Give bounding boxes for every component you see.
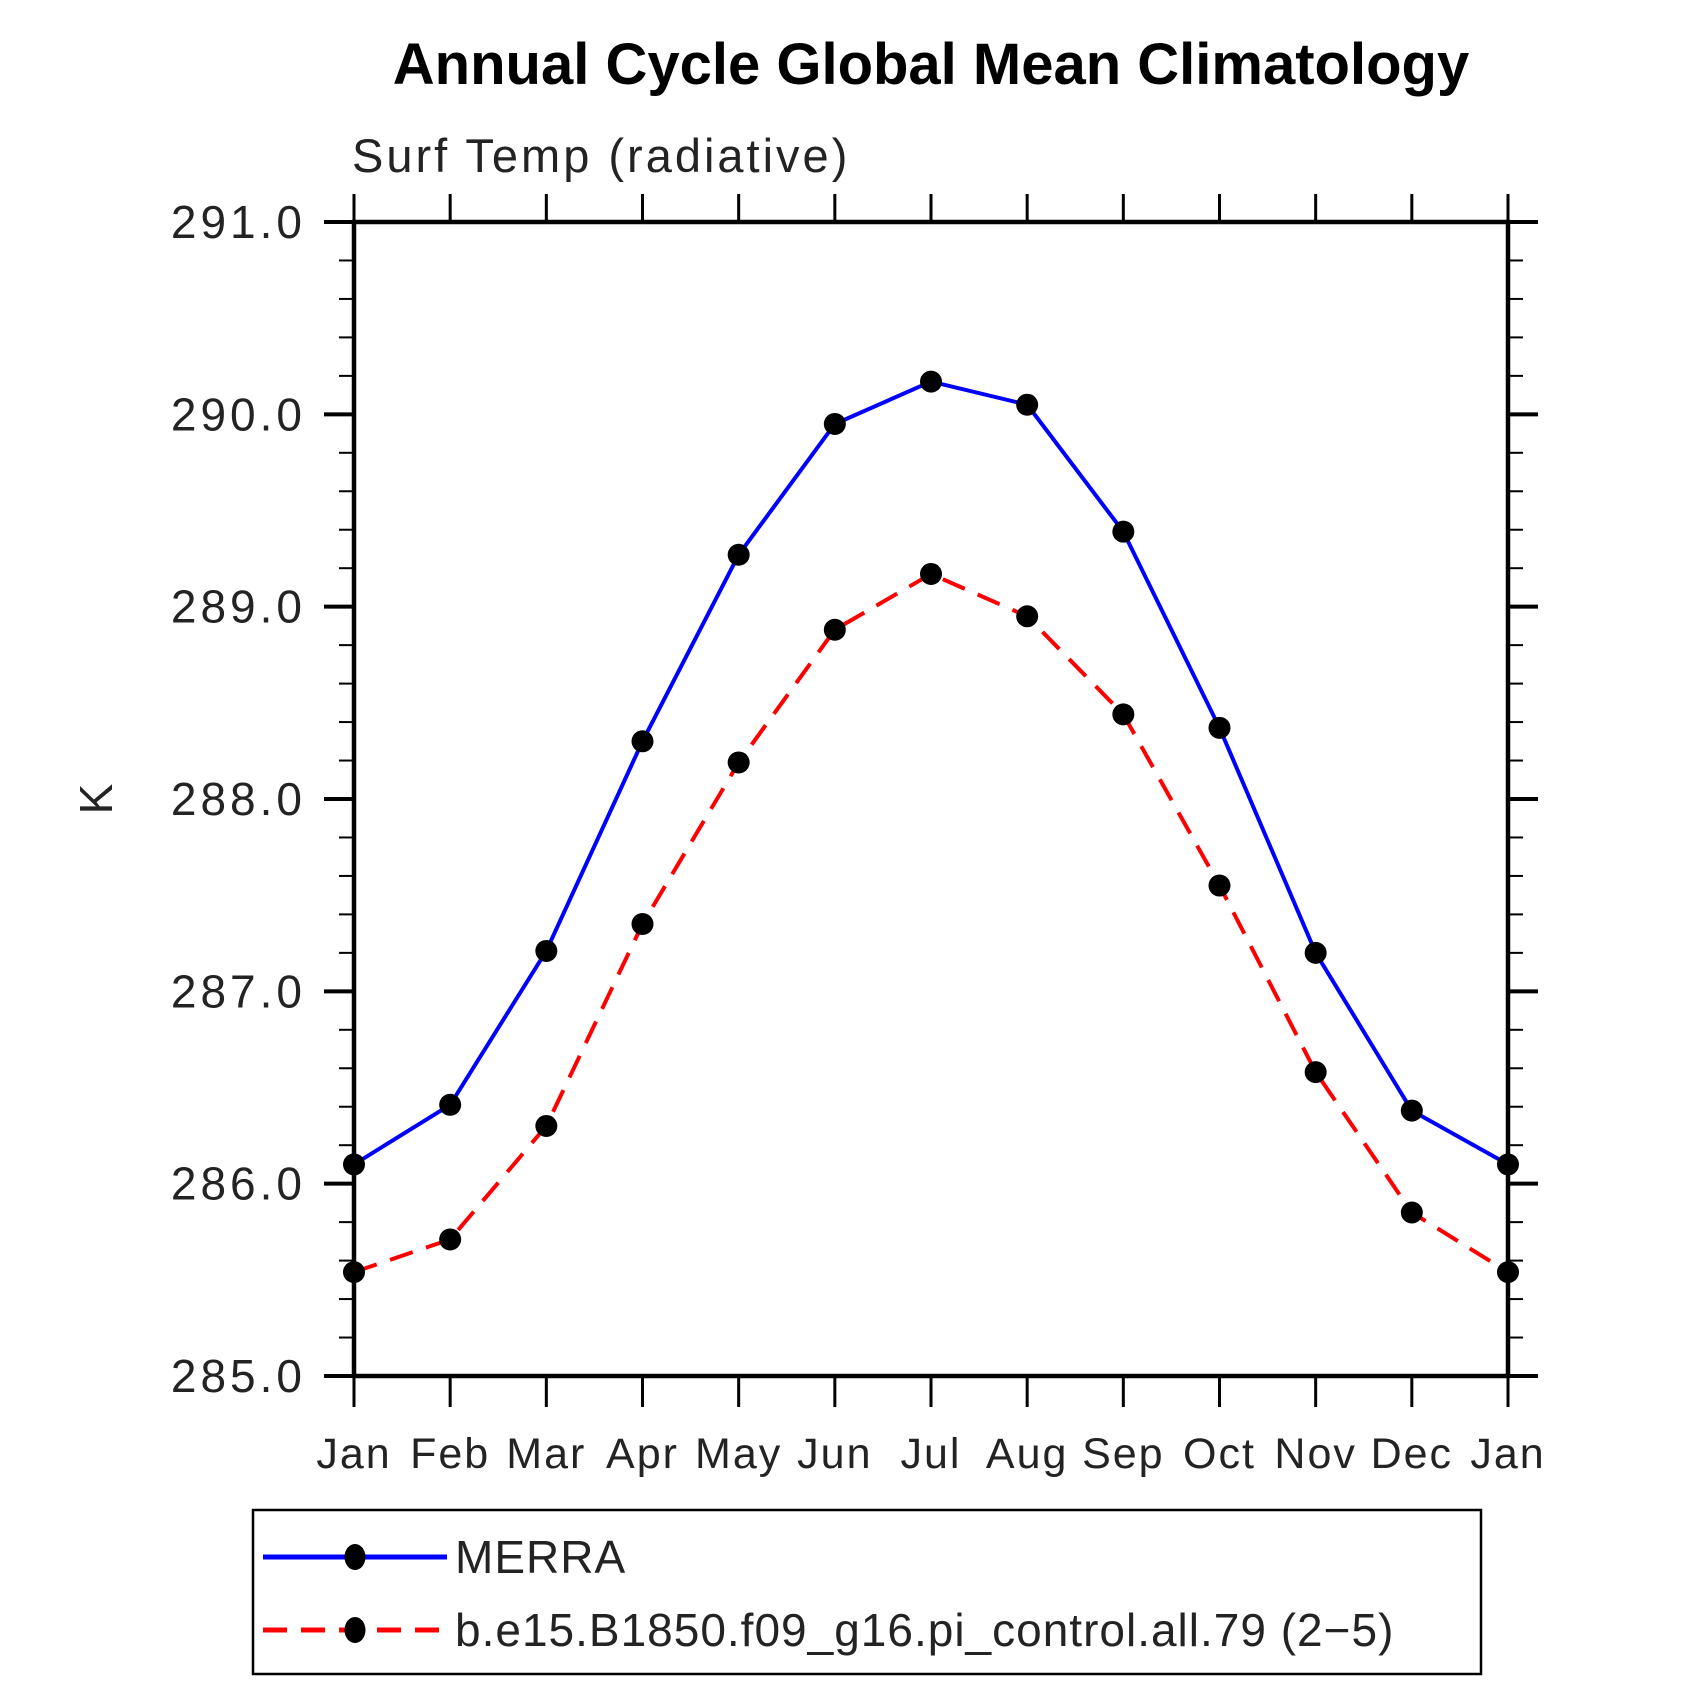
data-point-marker [1304,941,1327,964]
x-tick-label: Jan [1470,1430,1545,1478]
data-point-marker [1497,1153,1519,1176]
x-tick-label: Sep [1082,1430,1165,1478]
data-point-marker [631,730,654,753]
series-line-model [353,571,1510,1274]
x-tick-labels: Jan Feb Mar Apr May Jun Jul Aug Sep Oct Nov Dec Jan [316,1430,1545,1478]
series-line-merra [352,379,1509,1167]
x-tick-label: Aug [986,1430,1069,1478]
data-point-marker [1208,716,1231,739]
y-tick-label: 286.0 [171,1158,306,1210]
legend-label: MERRA [455,1531,626,1583]
data-point-marker [535,1114,558,1137]
data-point-marker [343,1261,365,1284]
x-tick-label: Oct [1183,1430,1256,1478]
x-tick-label: Jan [316,1430,391,1478]
data-point-marker [727,751,750,774]
x-tick-label: Nov [1274,1430,1356,1478]
data-point-marker [631,913,654,936]
y-tick-labels: 285.0 286.0 287.0 288.0 289.0 290.0 291.0 [171,196,306,1402]
x-tick-label: May [695,1430,782,1478]
data-point-marker [1016,605,1039,628]
y-tick-label: 291.0 [171,196,306,248]
data-point-marker [1016,393,1039,416]
x-tick-label: Jun [797,1430,872,1478]
x-tick-label: Apr [606,1430,679,1478]
legend-marker [344,1617,366,1643]
x-tick-label: Mar [506,1430,586,1478]
data-point-marker [1400,1099,1423,1122]
data-point-marker [727,543,750,566]
y-tick-label: 289.0 [171,581,306,633]
chart-subtitle: Surf Temp (radiative) [352,129,850,182]
legend-label: b.e15.B1850.f09_g16.pi_control.all.79 (2… [455,1604,1394,1656]
legend-marker [344,1544,366,1570]
y-axis-label: K [70,783,122,814]
x-tick-label: Dec [1371,1430,1453,1478]
axis-ticks [324,194,1538,1407]
data-point-marker [1112,703,1135,726]
series-layer [343,370,1519,1284]
data-point-marker [1400,1201,1423,1224]
data-point-marker [1112,520,1135,543]
data-point-marker [1497,1261,1519,1284]
data-point-marker [439,1093,462,1116]
data-point-marker [1304,1061,1327,1084]
y-tick-label: 290.0 [171,388,306,440]
data-point-marker [920,562,942,585]
plot-frame [351,219,1511,1379]
plot-border [351,219,1511,1379]
data-point-marker [823,412,846,435]
data-point-marker [535,939,558,962]
chart-title: Annual Cycle Global Mean Climatology [393,32,1469,97]
x-tick-label: Jul [901,1430,962,1478]
legend: MERRA b.e15.B1850.f09_g16.pi_control.all.… [251,1508,1483,1676]
y-tick-label: 287.0 [171,965,306,1017]
data-point-marker [823,618,846,641]
data-point-marker [1208,874,1231,897]
y-tick-label: 285.0 [171,1350,306,1402]
legend-box [251,1508,1483,1676]
data-point-marker [343,1153,365,1176]
data-point-marker [439,1228,462,1251]
y-tick-label: 288.0 [171,773,306,825]
data-point-marker [920,370,942,393]
x-tick-label: Feb [410,1430,490,1478]
